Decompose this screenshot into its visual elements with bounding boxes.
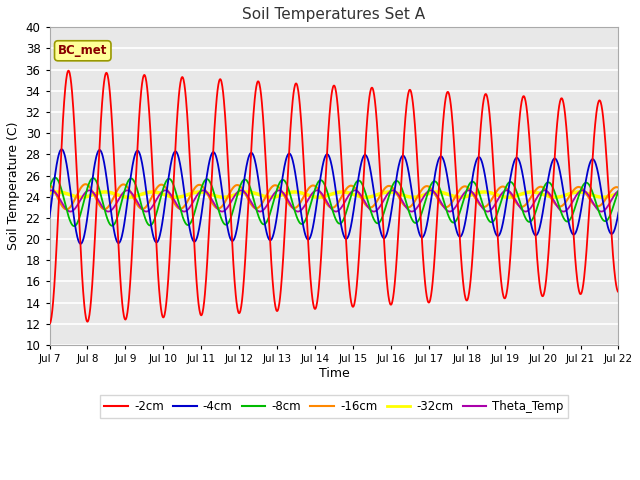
Theta_Temp	[484, 209, 492, 215]
Theta_Temp	[422, 190, 430, 196]
-32cm	[498, 193, 506, 199]
Title: Soil Temperatures Set A: Soil Temperatures Set A	[243, 7, 426, 22]
-4cm	[548, 160, 556, 166]
Line: -8cm: -8cm	[49, 178, 618, 226]
Line: -32cm: -32cm	[49, 192, 618, 197]
-32cm	[614, 191, 622, 196]
-4cm	[614, 210, 622, 216]
-8cm	[548, 182, 556, 188]
-8cm	[51, 175, 59, 180]
-16cm	[423, 183, 431, 189]
-16cm	[45, 182, 53, 188]
Theta_Temp	[503, 188, 511, 193]
-4cm	[159, 216, 167, 221]
-32cm	[423, 191, 431, 197]
-16cm	[159, 182, 167, 188]
-32cm	[172, 194, 180, 200]
-2cm	[159, 314, 166, 320]
-4cm	[77, 241, 84, 247]
-8cm	[45, 185, 53, 191]
-8cm	[498, 197, 506, 203]
Theta_Temp	[236, 188, 244, 193]
-4cm	[45, 214, 53, 220]
-8cm	[423, 192, 431, 198]
-2cm	[65, 68, 72, 73]
Theta_Temp	[158, 189, 166, 194]
-2cm	[497, 278, 505, 284]
-16cm	[548, 196, 556, 202]
Theta_Temp	[45, 188, 53, 194]
Theta_Temp	[172, 201, 180, 206]
-32cm	[236, 190, 244, 196]
-2cm	[614, 289, 622, 295]
-4cm	[173, 150, 180, 156]
-2cm	[547, 207, 555, 213]
Line: -2cm: -2cm	[49, 71, 618, 324]
-2cm	[236, 309, 244, 315]
Theta_Temp	[548, 194, 556, 200]
-4cm	[237, 204, 244, 209]
-16cm	[614, 185, 622, 191]
Line: -16cm: -16cm	[49, 184, 618, 209]
-4cm	[58, 146, 66, 152]
Text: BC_met: BC_met	[58, 44, 108, 57]
-2cm	[45, 321, 53, 327]
-16cm	[173, 204, 180, 210]
-8cm	[614, 188, 622, 194]
-16cm	[498, 184, 506, 190]
-8cm	[70, 223, 78, 229]
-32cm	[45, 191, 53, 196]
-32cm	[548, 194, 556, 200]
-16cm	[63, 206, 70, 212]
-8cm	[237, 182, 244, 188]
Legend: -2cm, -4cm, -8cm, -16cm, -32cm, Theta_Temp: -2cm, -4cm, -8cm, -16cm, -32cm, Theta_Te…	[100, 396, 568, 418]
-2cm	[173, 126, 180, 132]
Line: -4cm: -4cm	[49, 149, 618, 244]
-16cm	[82, 181, 90, 187]
Theta_Temp	[614, 188, 622, 194]
Y-axis label: Soil Temperature (C): Soil Temperature (C)	[7, 122, 20, 251]
-2cm	[423, 293, 431, 299]
-32cm	[291, 189, 298, 195]
-32cm	[314, 194, 322, 200]
-32cm	[158, 191, 166, 197]
-8cm	[159, 186, 167, 192]
Line: Theta_Temp: Theta_Temp	[49, 191, 618, 212]
X-axis label: Time: Time	[319, 367, 349, 380]
-8cm	[173, 193, 180, 199]
-4cm	[498, 227, 506, 232]
-4cm	[423, 221, 431, 227]
Theta_Temp	[497, 192, 505, 197]
-16cm	[237, 184, 244, 190]
